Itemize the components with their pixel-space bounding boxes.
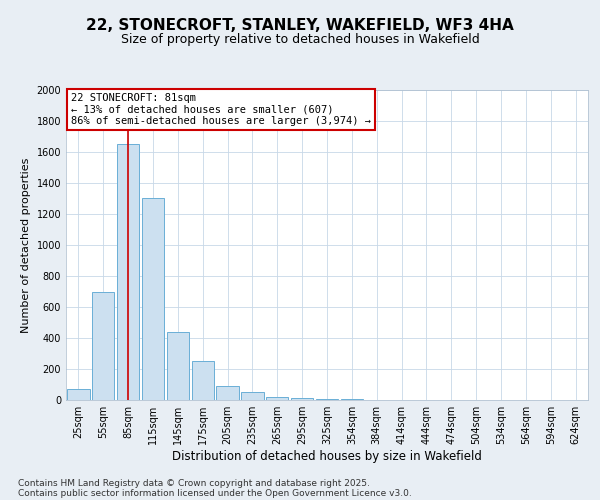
Bar <box>241 392 263 400</box>
Text: Contains public sector information licensed under the Open Government Licence v3: Contains public sector information licen… <box>18 488 412 498</box>
Bar <box>117 144 139 400</box>
Bar <box>191 361 214 400</box>
Text: Size of property relative to detached houses in Wakefield: Size of property relative to detached ho… <box>121 32 479 46</box>
Bar <box>217 386 239 400</box>
Text: Contains HM Land Registry data © Crown copyright and database right 2025.: Contains HM Land Registry data © Crown c… <box>18 478 370 488</box>
Bar <box>316 399 338 400</box>
Bar <box>167 332 189 400</box>
Y-axis label: Number of detached properties: Number of detached properties <box>21 158 31 332</box>
Bar <box>67 389 89 400</box>
Bar <box>92 292 115 400</box>
Text: 22 STONECROFT: 81sqm
← 13% of detached houses are smaller (607)
86% of semi-deta: 22 STONECROFT: 81sqm ← 13% of detached h… <box>71 93 371 126</box>
Text: 22, STONECROFT, STANLEY, WAKEFIELD, WF3 4HA: 22, STONECROFT, STANLEY, WAKEFIELD, WF3 … <box>86 18 514 32</box>
Bar <box>142 198 164 400</box>
X-axis label: Distribution of detached houses by size in Wakefield: Distribution of detached houses by size … <box>172 450 482 463</box>
Bar <box>291 398 313 400</box>
Bar <box>266 397 289 400</box>
